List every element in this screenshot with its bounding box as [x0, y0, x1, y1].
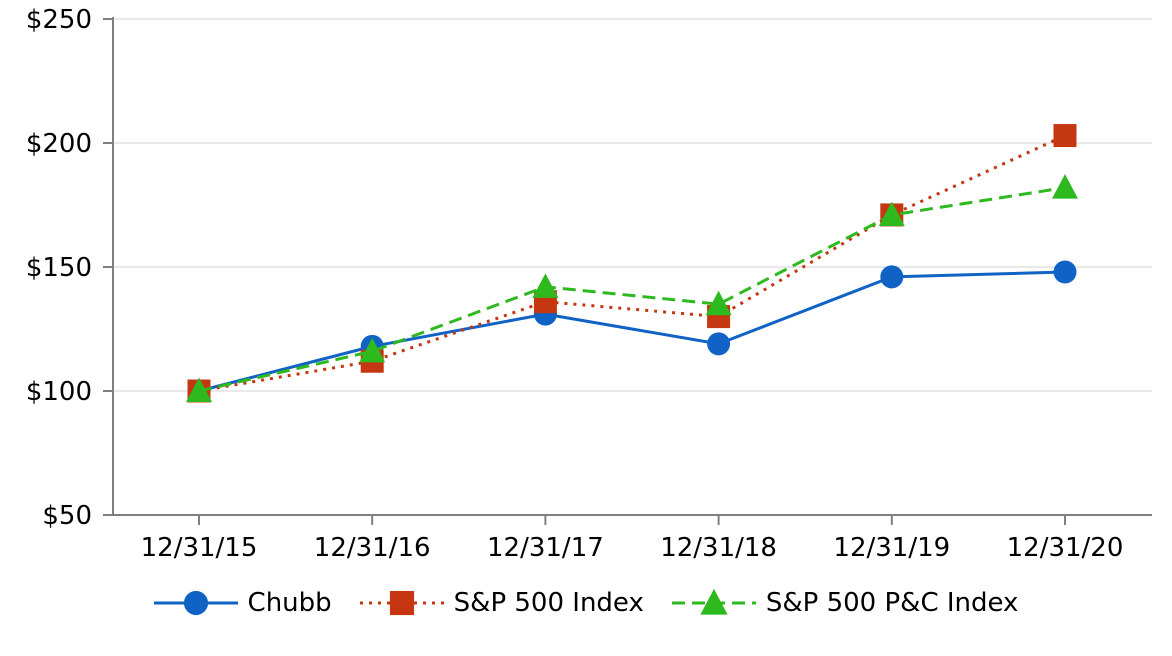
circle-marker	[183, 590, 208, 616]
y-tick-label: $250	[26, 5, 92, 35]
series-line	[198, 186, 1066, 393]
y-tick-label: $200	[26, 129, 92, 159]
triangle-marker	[705, 290, 732, 316]
circle-marker	[880, 265, 904, 289]
triangle-marker	[359, 337, 386, 363]
legend-item-label: S&P 500 P&C Index	[765, 587, 1019, 618]
circle-marker	[707, 332, 731, 356]
series-s-p-500-p-c-index	[186, 174, 1078, 403]
x-tick-label: 12/31/20	[1007, 533, 1124, 563]
x-tick-label: 12/31/18	[660, 533, 777, 563]
triangle-marker	[700, 588, 728, 615]
legend-item-label: Chubb	[247, 587, 332, 618]
legend-item-label: S&P 500 Index	[453, 587, 644, 618]
legend-item-chubb: Chubb	[153, 587, 332, 618]
legend-item-s-p-500-p-c-index: S&P 500 P&C Index	[671, 587, 1019, 618]
x-tick-label: 12/31/16	[314, 533, 431, 563]
series-line	[198, 270, 1066, 393]
legend-sample	[359, 590, 444, 616]
circle-marker	[1053, 260, 1077, 284]
x-tick-label: 12/31/17	[487, 533, 604, 563]
x-tick-label: 12/31/15	[141, 533, 258, 563]
triangle-marker	[878, 201, 905, 226]
y-tick-label: $100	[26, 377, 92, 407]
triangle-marker	[532, 273, 559, 298]
legend-item-s-p-500-index: S&P 500 Index	[359, 587, 644, 618]
y-tick-label: $50	[42, 501, 92, 531]
y-tick-label: $150	[26, 253, 92, 283]
plot-area: $50 $100 $150 $200 $250 12/31/15 12/31/16 12/31…	[26, 5, 1152, 563]
square-marker	[389, 590, 414, 616]
square-marker	[1053, 124, 1077, 148]
series-chubb	[187, 260, 1077, 403]
x-tick-label: 12/31/19	[833, 533, 950, 563]
legend-sample	[153, 590, 238, 616]
series-line	[198, 134, 1066, 393]
triangle-marker	[186, 377, 212, 403]
legend: Chubb S&P 500 Index S&P 500 P&C Index	[0, 588, 1172, 618]
triangle-marker	[1052, 174, 1078, 199]
legend-sample	[671, 588, 756, 615]
